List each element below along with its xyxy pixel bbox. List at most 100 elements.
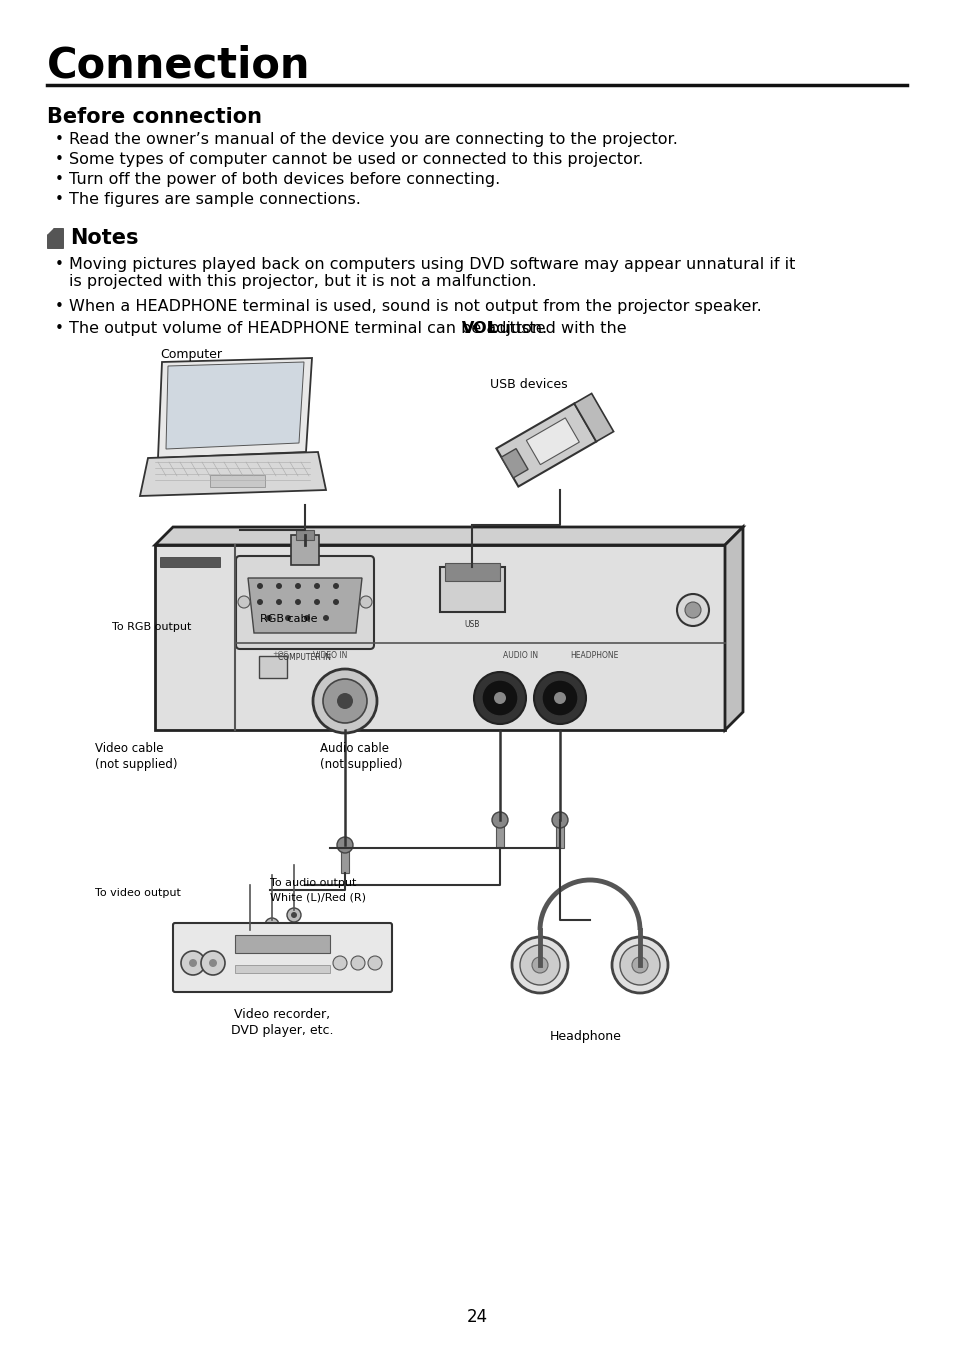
Bar [291, 535, 318, 565]
Bar [47, 227, 63, 248]
Circle shape [323, 615, 329, 621]
Polygon shape [501, 448, 528, 478]
Circle shape [333, 584, 338, 589]
Circle shape [612, 937, 667, 992]
Text: Read the owner’s manual of the device you are connecting to the projector.: Read the owner’s manual of the device yo… [69, 131, 678, 148]
Polygon shape [526, 418, 578, 464]
Circle shape [359, 596, 372, 608]
Text: VIDEO IN: VIDEO IN [313, 651, 347, 659]
Polygon shape [248, 578, 361, 634]
Text: AUDIO IN: AUDIO IN [502, 651, 537, 659]
Circle shape [351, 956, 365, 969]
Text: COMPUTER IN: COMPUTER IN [278, 653, 331, 662]
Circle shape [285, 615, 291, 621]
Text: DVD player, etc.: DVD player, etc. [231, 1024, 333, 1037]
Text: To audio output: To audio output [270, 877, 356, 888]
Circle shape [266, 615, 272, 621]
Bar [234, 936, 330, 953]
Bar [210, 475, 265, 487]
Circle shape [275, 584, 282, 589]
Polygon shape [574, 394, 613, 441]
Bar [496, 821, 503, 848]
Circle shape [256, 598, 263, 605]
Circle shape [323, 678, 367, 723]
Circle shape [631, 957, 647, 974]
Circle shape [275, 598, 282, 605]
Circle shape [519, 945, 559, 984]
Circle shape [333, 598, 338, 605]
Text: (not supplied): (not supplied) [319, 758, 402, 770]
Text: Audio cable: Audio cable [319, 742, 389, 756]
FancyBboxPatch shape [235, 556, 374, 649]
Circle shape [201, 951, 225, 975]
Text: RGB cable: RGB cable [260, 613, 317, 624]
Circle shape [314, 584, 319, 589]
Bar [340, 845, 349, 873]
Polygon shape [724, 527, 742, 730]
Text: •: • [55, 299, 64, 314]
Circle shape [313, 669, 376, 733]
FancyBboxPatch shape [172, 923, 392, 992]
Circle shape [256, 584, 263, 589]
Bar [556, 821, 563, 848]
Circle shape [237, 596, 250, 608]
Text: Connection: Connection [47, 45, 310, 87]
Bar [160, 556, 220, 567]
Text: button.: button. [484, 321, 547, 336]
Text: Some types of computer cannot be used or connected to this projector.: Some types of computer cannot be used or… [69, 152, 642, 167]
Text: The figures are sample connections.: The figures are sample connections. [69, 192, 360, 207]
Bar [154, 546, 724, 730]
Text: •: • [55, 192, 64, 207]
Circle shape [209, 959, 216, 967]
Text: White (L)/Red (R): White (L)/Red (R) [270, 894, 366, 903]
Circle shape [189, 959, 196, 967]
Circle shape [287, 909, 301, 922]
Text: USB: USB [464, 620, 479, 630]
Polygon shape [166, 362, 304, 450]
Bar [439, 567, 504, 612]
Text: (not supplied): (not supplied) [95, 758, 177, 770]
Circle shape [265, 918, 278, 932]
Text: +OC: +OC [272, 651, 288, 657]
Text: Video recorder,: Video recorder, [233, 1007, 330, 1021]
Circle shape [333, 956, 347, 969]
Text: 24: 24 [466, 1308, 487, 1326]
Text: HEADPHONE: HEADPHONE [569, 651, 618, 659]
Text: Computer: Computer [160, 348, 222, 362]
Circle shape [492, 812, 507, 829]
Circle shape [291, 913, 296, 918]
Text: •: • [55, 172, 64, 187]
Circle shape [532, 957, 547, 974]
Text: Video cable: Video cable [95, 742, 163, 756]
Text: To RGB output: To RGB output [112, 621, 192, 632]
Circle shape [368, 956, 381, 969]
Circle shape [534, 672, 585, 724]
Circle shape [684, 603, 700, 617]
Circle shape [336, 837, 353, 853]
Circle shape [304, 615, 310, 621]
Circle shape [294, 598, 301, 605]
Circle shape [336, 693, 353, 709]
Circle shape [314, 598, 319, 605]
Circle shape [181, 951, 205, 975]
Circle shape [554, 692, 565, 704]
Text: •: • [55, 321, 64, 336]
Bar [295, 529, 314, 540]
Circle shape [481, 680, 517, 716]
Polygon shape [140, 452, 326, 496]
Circle shape [619, 945, 659, 984]
Polygon shape [158, 357, 312, 458]
Text: Notes: Notes [70, 227, 138, 248]
Text: Before connection: Before connection [47, 107, 262, 127]
Text: •: • [55, 257, 64, 272]
Circle shape [269, 922, 274, 927]
Circle shape [474, 672, 525, 724]
Bar [234, 965, 330, 974]
Circle shape [294, 584, 301, 589]
Circle shape [541, 680, 578, 716]
Bar [258, 655, 287, 678]
Text: VOL: VOL [462, 321, 497, 336]
Circle shape [677, 594, 708, 626]
Polygon shape [154, 527, 742, 546]
Bar [444, 563, 499, 581]
